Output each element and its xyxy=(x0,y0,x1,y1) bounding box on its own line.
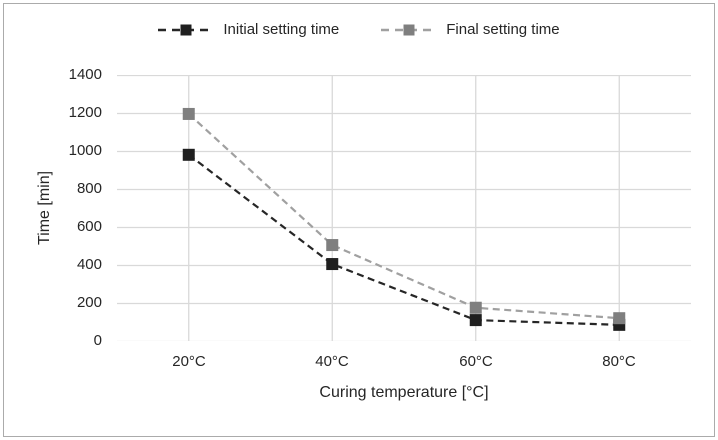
plot-area xyxy=(117,75,691,341)
y-axis-tick-label: 200 xyxy=(76,294,102,311)
legend-label: Initial setting time xyxy=(223,21,340,38)
x-axis-title: Curing temperature [°C] xyxy=(319,384,489,401)
legend-label: Final setting time xyxy=(446,21,560,38)
y-axis-tick-label: 400 xyxy=(76,256,102,273)
x-axis-tick-label: 60°C xyxy=(459,353,493,370)
dashed-line-square-marker-icon xyxy=(381,24,438,35)
x-axis-tick-label: 20°C xyxy=(172,353,206,370)
x-axis-tick-label: 40°C xyxy=(315,353,349,370)
dashed-line-square-marker-icon xyxy=(158,24,215,35)
y-axis-tick-label: 1000 xyxy=(68,142,102,159)
chart-legend: Initial setting time Final setting time xyxy=(0,21,718,38)
y-axis-tick-label: 600 xyxy=(76,218,102,235)
legend-item-final-setting-time: Final setting time xyxy=(381,21,560,38)
x-axis-tick-label: 80°C xyxy=(602,353,636,370)
y-axis-tick-label: 1400 xyxy=(68,66,102,83)
y-axis-tick-label: 1200 xyxy=(68,104,102,121)
y-axis-tick-label: 800 xyxy=(76,180,102,197)
legend-item-initial-setting-time: Initial setting time xyxy=(158,21,339,38)
y-axis-tick-label: 0 xyxy=(93,332,102,349)
